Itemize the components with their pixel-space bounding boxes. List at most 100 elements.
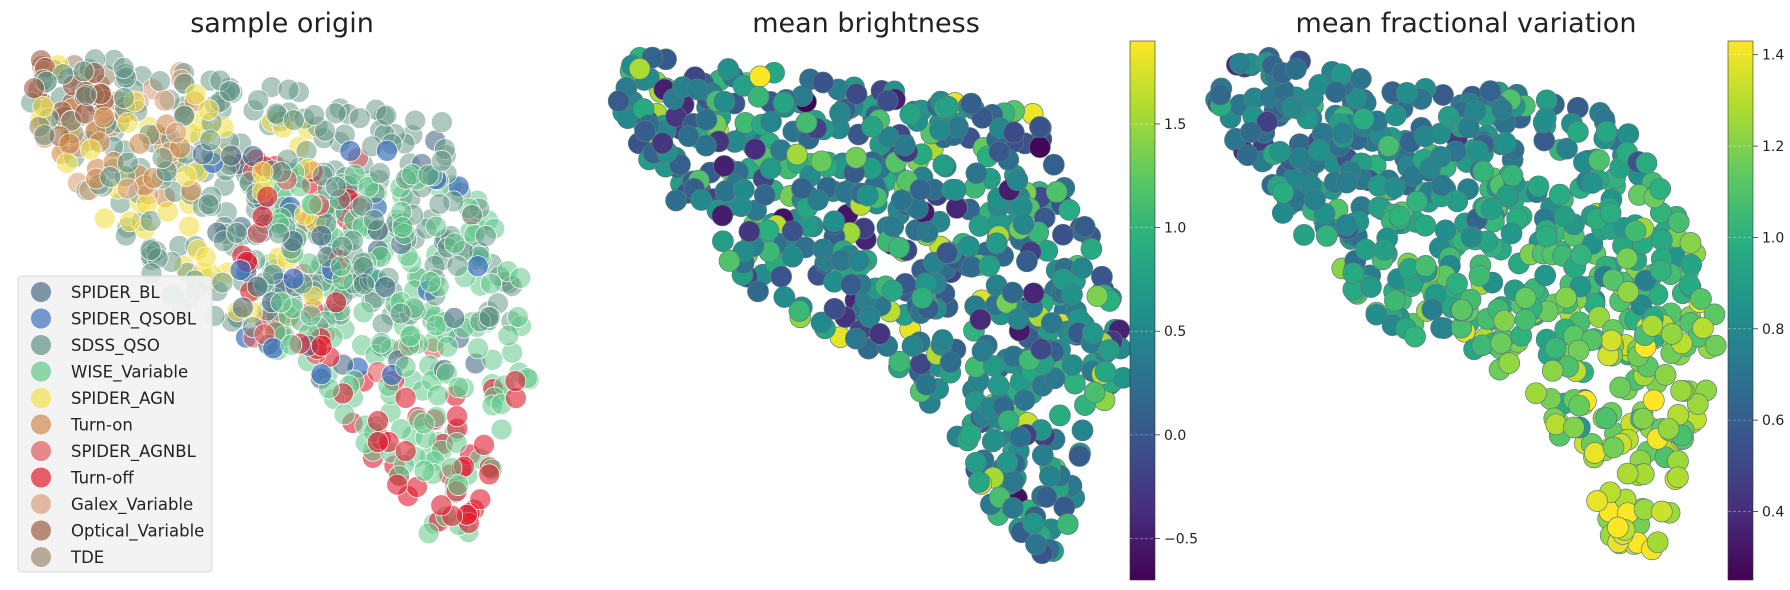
data-point [79,138,102,161]
colorbar-tick-label: 0.5 [1164,324,1186,340]
data-point [251,205,274,228]
data-point [153,89,176,112]
data-point [1527,175,1550,198]
data-point [1342,262,1365,285]
data-point [1022,282,1045,305]
data-point [461,204,483,226]
data-point [759,157,782,180]
colorbar-tick-label: 1.4 [1762,48,1784,64]
data-point [1586,490,1608,512]
data-point [303,104,325,126]
data-point [1446,272,1468,295]
data-point [425,215,447,238]
data-point [845,327,867,350]
legend-label: Galex_Variable [71,495,193,515]
data-point [1617,123,1640,145]
data-point [1040,312,1063,334]
data-point [1360,276,1382,298]
legend-marker [31,388,51,408]
data-point [1061,283,1083,306]
data-point [915,373,938,396]
data-point [374,276,397,298]
data-point [481,348,504,371]
data-point [247,89,269,111]
data-point [894,134,916,157]
scatter-points [607,46,1135,565]
data-point [469,488,492,511]
data-point [747,280,769,303]
data-point [1468,264,1491,287]
data-point [1007,308,1030,330]
data-point [194,246,217,269]
data-point [1236,144,1259,167]
data-point [391,216,414,239]
data-point [858,306,881,328]
data-point [1071,419,1094,442]
data-point [225,222,248,244]
data-point [282,109,305,131]
data-point [1588,306,1610,328]
data-point [868,323,891,345]
data-point [1035,486,1058,508]
data-point [971,340,994,362]
data-point [246,275,269,298]
data-point [1616,247,1638,270]
data-point [376,139,398,162]
legend-item: Galex_Variable [31,494,193,515]
data-point [324,175,347,198]
data-point [473,434,495,456]
data-point [1061,354,1084,376]
data-point [732,178,755,201]
data-point [1690,288,1712,310]
data-point [394,355,417,378]
data-point [1073,215,1096,238]
data-point [1581,172,1604,194]
data-point [58,132,81,155]
data-point [1068,445,1091,467]
legend-label: WISE_Variable [71,363,188,383]
data-point [324,102,347,125]
data-point [1209,83,1232,106]
data-point [1256,111,1279,133]
data-point [497,324,520,347]
data-point [211,271,234,294]
data-point [1704,334,1727,357]
data-point [436,335,459,358]
data-point [713,155,735,177]
data-point [1490,332,1512,354]
panel-sample-origin: sample origin SPIDER_BL SPIDER_QSOBL SDSS_… [17,8,540,573]
data-point [370,332,393,354]
data-point [1563,416,1585,439]
data-point [1349,68,1372,90]
data-point [690,189,713,211]
data-point [1271,202,1294,224]
data-point [651,132,674,155]
data-point [968,215,991,237]
data-point [840,273,863,296]
data-point [711,204,734,227]
data-point [997,409,1020,432]
colorbar: −0.5 0.0 0.5 1.0 1.5 [1129,40,1198,581]
data-point [1491,98,1513,121]
data-point [1406,190,1428,213]
data-point [1609,376,1632,399]
data-point [1373,238,1396,261]
data-point [1429,145,1452,168]
data-point [270,291,292,314]
data-point [1030,338,1053,361]
legend-box [17,275,213,573]
data-point [939,351,962,374]
data-point [394,387,417,409]
data-point [1493,309,1516,332]
data-point [1616,462,1639,485]
data-point [969,308,992,331]
data-point [1535,225,1558,248]
data-point [1281,96,1304,119]
data-point [1029,116,1051,138]
data-point [1460,226,1483,248]
colorbar-tick-label: 0.4 [1762,504,1784,520]
data-point [1039,465,1061,488]
data-point [430,150,453,172]
data-point [983,428,1006,451]
data-point [310,334,333,357]
